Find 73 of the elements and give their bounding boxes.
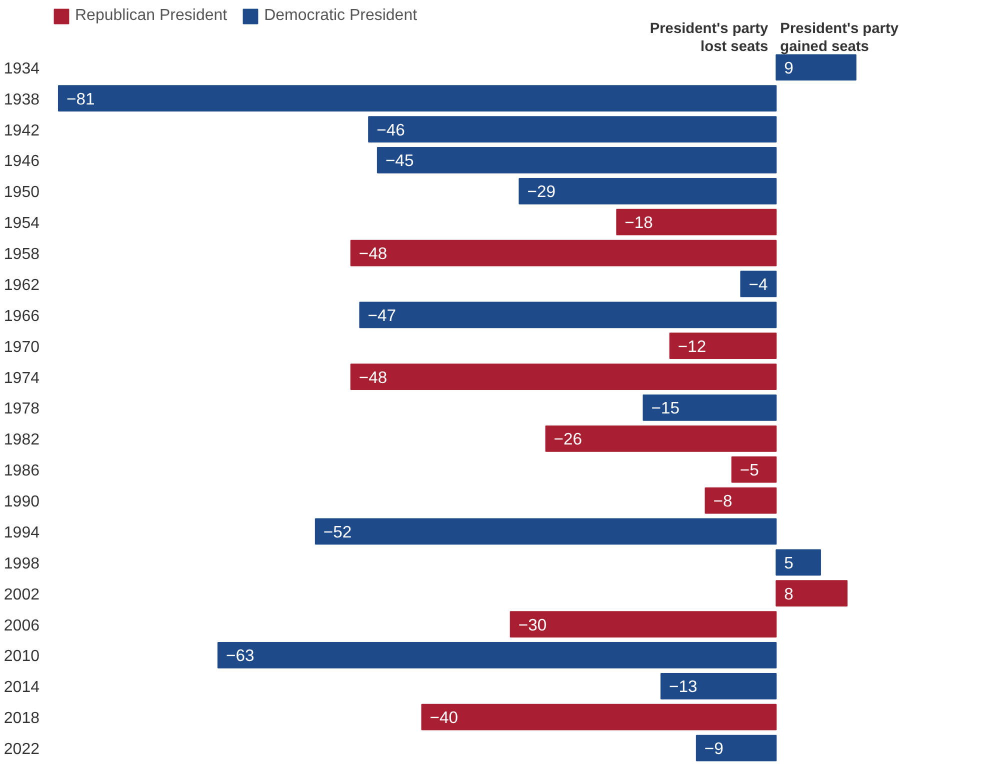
bar <box>421 704 777 730</box>
bar <box>545 425 777 452</box>
y-tick-label: 2002 <box>4 586 40 604</box>
y-tick-label: 1942 <box>4 122 40 140</box>
y-tick-label: 1966 <box>4 308 40 325</box>
y-tick-label: 1998 <box>4 555 40 572</box>
legend-label: Republican President <box>75 7 228 25</box>
data-label: −29 <box>527 182 556 202</box>
data-label: −45 <box>385 151 414 170</box>
data-label: −81 <box>66 89 95 108</box>
bar <box>518 178 777 204</box>
y-tick-label: 1962 <box>4 276 40 294</box>
data-label: −52 <box>323 522 352 542</box>
data-label: −12 <box>678 336 706 356</box>
data-label: −15 <box>651 398 680 418</box>
y-tick-label: 2006 <box>4 617 40 634</box>
data-label: 5 <box>784 553 794 572</box>
bar <box>660 672 777 700</box>
data-label: −40 <box>430 708 458 728</box>
y-tick-label: 1934 <box>4 60 40 78</box>
bar <box>510 611 777 638</box>
data-label: −5 <box>740 460 759 480</box>
y-tick-label: 1938 <box>4 91 40 108</box>
bar <box>731 456 777 483</box>
y-tick-label: 2022 <box>4 741 40 758</box>
data-label: −48 <box>358 244 388 264</box>
data-label: −8 <box>713 492 732 511</box>
y-tick-label: 1982 <box>4 432 40 449</box>
annotation: President's party lost seats <box>650 20 770 56</box>
bar <box>350 240 777 266</box>
data-label: −26 <box>554 430 582 449</box>
data-label: −63 <box>226 646 254 666</box>
bar <box>359 302 777 328</box>
bar <box>314 518 777 545</box>
y-tick-label: 1994 <box>4 524 40 542</box>
y-tick-label: 2014 <box>4 679 40 696</box>
data-label: 9 <box>784 58 794 78</box>
bar <box>696 734 777 762</box>
data-label: −30 <box>518 615 547 634</box>
data-label: −4 <box>748 274 768 294</box>
y-tick-label: 1958 <box>4 246 40 264</box>
bar <box>217 642 777 668</box>
bar <box>616 208 777 236</box>
data-label: −18 <box>624 213 653 232</box>
bar <box>376 147 777 174</box>
y-tick-label: 2010 <box>4 648 40 666</box>
y-tick-label: 1974 <box>4 370 40 387</box>
bar <box>776 580 848 607</box>
y-tick-label: 1978 <box>4 400 40 418</box>
bar <box>350 364 777 390</box>
bar <box>776 549 821 576</box>
y-tick-label: 1970 <box>4 338 40 356</box>
y-tick-label: 1950 <box>4 184 40 202</box>
y-tick-label: 2018 <box>4 710 40 728</box>
bar <box>642 394 777 421</box>
y-tick-label: 1946 <box>4 153 40 170</box>
data-label: −46 <box>376 120 405 140</box>
bar <box>740 270 777 298</box>
data-label: 8 <box>784 584 794 604</box>
bar <box>669 332 777 360</box>
data-label: −47 <box>368 306 396 325</box>
bar <box>368 116 777 142</box>
data-label: −9 <box>704 739 724 758</box>
y-tick-label: 1990 <box>4 494 40 511</box>
bar <box>704 487 777 514</box>
bar <box>58 85 777 112</box>
y-tick-label: 1954 <box>4 215 40 232</box>
legend-label: Democratic President <box>264 7 418 25</box>
y-tick-label: 1986 <box>4 462 40 480</box>
data-label: −13 <box>668 677 698 696</box>
bar <box>776 54 856 81</box>
data-label: −48 <box>358 368 388 387</box>
annotation: President's party gained seats <box>780 20 900 56</box>
